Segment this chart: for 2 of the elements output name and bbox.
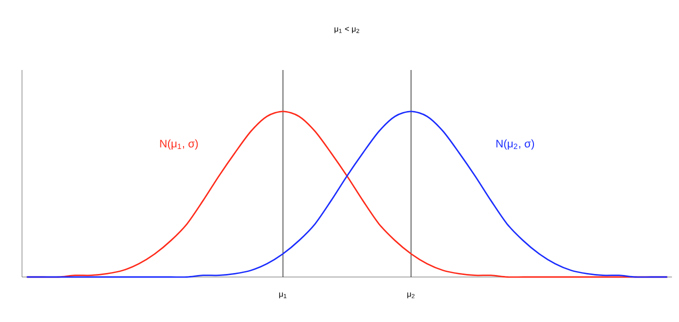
text: N(μ$_{1}$, σ)	[160, 139, 198, 150]
text: N(μ$_{2}$, σ)	[496, 139, 534, 150]
